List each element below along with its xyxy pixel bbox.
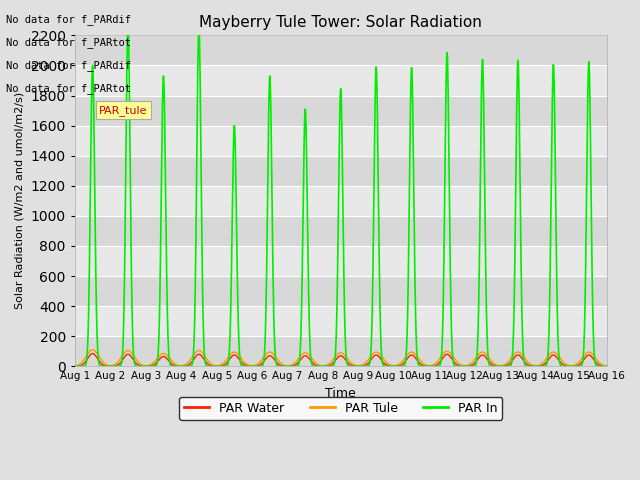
- Bar: [75, 96, 607, 126]
- Text: No data for f_PARdif: No data for f_PARdif: [6, 13, 131, 24]
- X-axis label: Time: Time: [325, 387, 356, 400]
- Bar: [75, 36, 607, 65]
- Bar: [75, 156, 607, 186]
- Bar: [75, 216, 607, 246]
- Text: No data for f_PARtot: No data for f_PARtot: [6, 83, 131, 94]
- Legend: PAR Water, PAR Tule, PAR In: PAR Water, PAR Tule, PAR In: [179, 396, 502, 420]
- Bar: [75, 336, 607, 366]
- Bar: [75, 126, 607, 156]
- Text: No data for f_PARtot: No data for f_PARtot: [6, 36, 131, 48]
- Text: PAR_tule: PAR_tule: [99, 105, 148, 116]
- Text: No data for f_PARdif: No data for f_PARdif: [6, 60, 131, 71]
- Bar: [75, 65, 607, 96]
- Bar: [75, 306, 607, 336]
- Bar: [75, 186, 607, 216]
- Bar: [75, 246, 607, 276]
- Bar: [75, 276, 607, 306]
- Title: Mayberry Tule Tower: Solar Radiation: Mayberry Tule Tower: Solar Radiation: [199, 15, 482, 30]
- Y-axis label: Solar Radiation (W/m2 and umol/m2/s): Solar Radiation (W/m2 and umol/m2/s): [15, 92, 25, 310]
